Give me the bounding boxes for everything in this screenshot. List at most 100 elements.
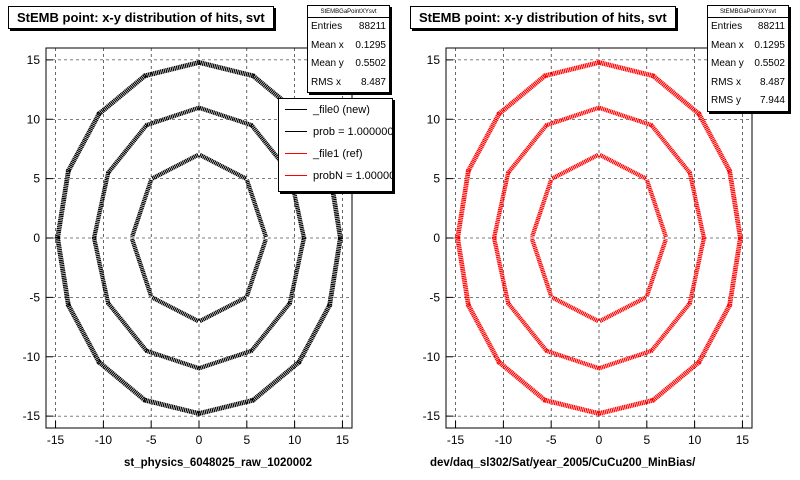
- left-stats-row: Mean x 0.1295: [311, 39, 386, 51]
- left-hit-band-layer3: [327, 236, 343, 307]
- right-hit-band-layer2: [649, 123, 692, 175]
- left-hit-band-layer2: [287, 236, 307, 305]
- left-x-tick-label: -15: [47, 433, 65, 447]
- left-y-tick-label: 5: [33, 172, 40, 186]
- right-y-tick-label: 5: [433, 172, 440, 186]
- right-hit-band-layer3: [650, 359, 702, 403]
- left-hit-band-layer3: [65, 111, 102, 174]
- legend-line-swatch: [285, 153, 307, 154]
- left-hit-band-layer2: [106, 301, 149, 353]
- right-hit-band-layer3: [455, 236, 471, 307]
- left-stats-box: StEMBGaPointXYsvt Entries 88211 Mean x 0.1…: [307, 5, 390, 93]
- left-hit-band-layer3: [143, 397, 201, 417]
- left-hit-band-layer3: [55, 169, 71, 240]
- right-x-tick-label: 5: [643, 433, 650, 447]
- right-hit-band-layer2: [687, 171, 707, 240]
- left-y-tick-label: 0: [33, 231, 40, 245]
- legend-entry: _file1 (ref): [279, 143, 392, 165]
- right-x-tick-label: -5: [546, 433, 557, 447]
- left-x-tick-label: -5: [146, 433, 157, 447]
- left-hit-band-layer2: [145, 348, 201, 371]
- right-hit-band-layer3: [597, 397, 655, 417]
- right-x-tick-label: -10: [495, 433, 513, 447]
- right-y-tick-label: 0: [433, 231, 440, 245]
- left-x-tick-label: 5: [243, 433, 250, 447]
- left-hit-band-layer1: [130, 179, 154, 238]
- left-hit-bands: [55, 59, 343, 417]
- left-hit-band-layer2: [197, 348, 253, 371]
- right-y-tick-label: 15: [427, 53, 441, 67]
- left-hit-band-layer2: [106, 123, 149, 175]
- right-hit-band-layer3: [727, 169, 743, 240]
- left-legend: _file0 (new) prob = 1.000000 _file1 (ref…: [278, 98, 393, 192]
- right-hit-band-layer3: [696, 302, 733, 365]
- legend-entry: _file0 (new): [279, 99, 392, 121]
- left-stats-row: Mean y 0.5502: [311, 58, 386, 69]
- right-x-tick-label: 10: [688, 433, 702, 447]
- right-x-tick-label: 15: [736, 433, 750, 447]
- right-stats-row: Mean y 0.5502: [711, 58, 785, 69]
- right-y-tick-label: 10: [427, 112, 441, 126]
- right-hit-band-layer2: [491, 236, 511, 305]
- left-hit-band-layer3: [96, 359, 148, 403]
- left-x-tick-label: 10: [288, 433, 302, 447]
- legend-entry: prob = 1.000000: [279, 121, 392, 143]
- left-y-tick-label: 15: [27, 53, 41, 67]
- right-hit-band-layer3: [465, 111, 502, 174]
- left-hit-band-layer3: [250, 73, 302, 117]
- left-hit-band-layer3: [250, 359, 302, 403]
- left-stats-row: Entries 88211: [311, 21, 386, 32]
- left-y-tick-label: -15: [23, 409, 41, 423]
- right-hit-band-layer1: [644, 179, 668, 238]
- right-hit-band-layer3: [496, 73, 548, 117]
- legend-entry: probN = 1.000000: [279, 165, 392, 187]
- left-hit-band-layer3: [296, 302, 333, 365]
- left-hit-band-layer1: [130, 238, 154, 297]
- right-y-tick-label: -10: [423, 350, 441, 364]
- left-hit-band-layer1: [244, 238, 268, 297]
- left-stats-row: RMS x 8.487: [311, 76, 386, 88]
- right-x-tick-label: -15: [447, 433, 465, 447]
- right-hit-band-layer2: [597, 348, 653, 371]
- left-x-axis-title: st_physics_6048025_raw_1020002: [124, 457, 312, 469]
- left-y-tick-label: -5: [29, 290, 40, 304]
- left-y-tick-label: -10: [23, 350, 41, 364]
- right-hit-band-layer2: [649, 301, 692, 353]
- left-hit-band-layer3: [65, 302, 102, 365]
- left-hit-band-layer2: [249, 301, 292, 353]
- right-hit-band-layer3: [597, 59, 655, 79]
- right-hit-band-layer2: [506, 301, 549, 353]
- right-hit-band-layer1: [598, 152, 647, 181]
- right-hit-bands: [455, 59, 743, 417]
- right-hit-band-layer2: [491, 171, 511, 240]
- right-stats-row: RMS y 7.944: [711, 95, 785, 106]
- right-stats-row: Mean x 0.1295: [711, 39, 785, 51]
- right-hit-band-layer1: [551, 295, 600, 324]
- left-hit-band-layer3: [197, 397, 255, 417]
- right-stats-header: StEMBGaPointXYsvt: [708, 6, 788, 18]
- legend-line-swatch: [285, 131, 307, 132]
- left-hit-band-layer3: [327, 169, 343, 240]
- left-hit-band-layer2: [91, 236, 111, 305]
- left-hit-band-layer2: [145, 105, 201, 128]
- right-hit-band-layer2: [506, 123, 549, 175]
- left-hit-band-layer3: [55, 236, 71, 307]
- right-hit-band-layer3: [455, 169, 471, 240]
- right-x-tick-label: 0: [596, 433, 603, 447]
- left-hit-band-layer1: [151, 152, 200, 181]
- left-x-tick-label: 15: [336, 433, 350, 447]
- left-stats-header: StEMBGaPointXYsvt: [308, 6, 389, 18]
- right-hit-band-layer3: [496, 359, 548, 403]
- left-hit-band-layer1: [198, 295, 247, 324]
- right-stats-row: RMS x 8.487: [711, 76, 785, 88]
- right-y-tick-label: -15: [423, 409, 441, 423]
- right-stats-row: Entries 88211: [711, 21, 785, 32]
- left-hit-band-layer1: [244, 179, 268, 238]
- right-hit-band-layer3: [543, 397, 601, 417]
- right-hit-band-layer2: [597, 105, 653, 128]
- right-hit-band-layer3: [465, 302, 502, 365]
- right-hit-band-layer2: [545, 348, 601, 371]
- right-hit-band-layer1: [551, 152, 600, 181]
- right-hit-band-layer3: [696, 111, 733, 174]
- left-x-tick-label: 0: [196, 433, 203, 447]
